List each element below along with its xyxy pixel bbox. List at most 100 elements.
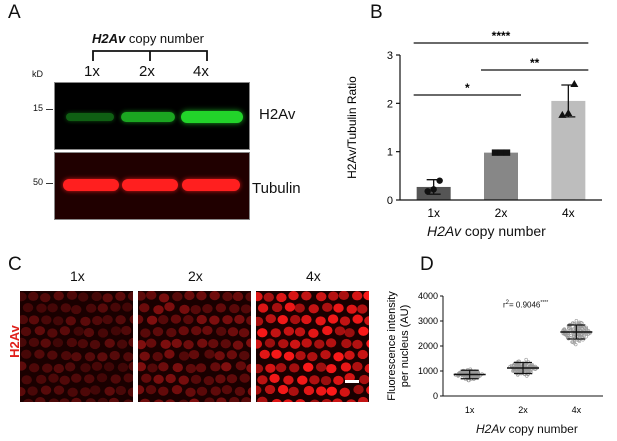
- c-tile-2x: [138, 291, 251, 402]
- nucleus: [366, 339, 369, 348]
- lane-label-2x: 2x: [139, 63, 155, 80]
- nucleus: [20, 292, 27, 302]
- nucleus: [21, 349, 32, 359]
- nucleus: [352, 339, 363, 349]
- nucleus: [147, 363, 158, 373]
- nucleus: [53, 385, 65, 395]
- nucleus: [226, 350, 238, 360]
- dot-4x: [584, 335, 588, 339]
- chart-d-ylabel-line: per nucleus (AU): [399, 305, 411, 388]
- nucleus: [172, 362, 183, 373]
- nucleus: [97, 397, 109, 402]
- ytick-label: 0: [433, 391, 438, 401]
- nucleus: [256, 292, 263, 302]
- h2av-blot: [54, 82, 250, 150]
- ytick-label: 2: [387, 98, 393, 110]
- nucleus: [359, 374, 369, 385]
- nucleus: [322, 302, 333, 312]
- nucleus: [183, 339, 194, 350]
- dot-2x: [524, 357, 528, 362]
- nucleus: [257, 303, 269, 313]
- nucleus: [229, 303, 240, 314]
- nucleus: [301, 291, 312, 301]
- nucleus: [308, 304, 319, 314]
- nucleus: [146, 315, 158, 325]
- nucleus: [240, 304, 251, 314]
- nucleus: [257, 396, 268, 402]
- nucleus: [152, 351, 163, 362]
- nucleus: [295, 350, 306, 361]
- point-1x: [436, 177, 443, 184]
- nucleus: [325, 338, 337, 348]
- nucleus: [264, 338, 276, 348]
- nucleus: [115, 385, 127, 396]
- nucleus: [339, 387, 350, 397]
- nucleus: [352, 361, 363, 372]
- nucleus: [310, 399, 320, 402]
- nucleus: [303, 385, 315, 396]
- nucleus: [185, 363, 197, 374]
- xtick-2x: 2x: [495, 206, 508, 220]
- h2av-band-2x: [121, 112, 175, 122]
- nucleus: [307, 352, 318, 362]
- nucleus: [171, 338, 182, 348]
- chart-d-xlabel-suffix: copy number: [505, 422, 578, 436]
- nucleus: [209, 291, 220, 301]
- copy-number-header: H2Av copy number: [92, 31, 204, 46]
- nucleus: [48, 373, 59, 383]
- nucleus: [108, 397, 120, 402]
- nucleus: [256, 385, 262, 395]
- nucleus: [110, 302, 121, 312]
- nucleus: [235, 361, 247, 371]
- nucleus: [214, 351, 225, 361]
- nucleus: [215, 374, 226, 384]
- nucleus: [283, 375, 294, 385]
- nucleus: [71, 304, 82, 315]
- nucleus: [139, 351, 150, 361]
- nucleus: [28, 315, 40, 325]
- nucleus: [141, 373, 152, 383]
- nucleus: [47, 350, 58, 360]
- nucleus: [84, 352, 96, 362]
- nucleus: [128, 361, 133, 371]
- nucleus: [59, 375, 70, 385]
- nucleus: [328, 291, 339, 301]
- dot-4x: [574, 318, 579, 323]
- nucleus: [47, 303, 58, 313]
- nucleus: [263, 292, 274, 302]
- nucleus: [96, 373, 108, 383]
- nucleus: [178, 375, 189, 385]
- nucleus: [85, 398, 96, 402]
- nucleus: [316, 386, 327, 396]
- nucleus: [221, 362, 232, 372]
- nucleus: [303, 362, 314, 372]
- nucleus: [165, 373, 176, 384]
- nucleus: [222, 291, 233, 302]
- nucleus: [20, 326, 32, 337]
- nucleus: [208, 338, 219, 349]
- c-tile-1x: [20, 291, 133, 402]
- nucleus: [190, 374, 202, 384]
- nucleus: [83, 327, 95, 338]
- nucleus: [290, 314, 301, 325]
- panel-c-letter: C: [8, 254, 22, 275]
- nucleus: [66, 291, 78, 300]
- xtick-2x: 2x: [518, 405, 528, 415]
- xtick-1x: 1x: [465, 405, 475, 415]
- dot-1x: [473, 369, 477, 373]
- nucleus: [40, 338, 51, 348]
- nucleus: [73, 326, 84, 336]
- nucleus: [191, 326, 202, 336]
- nucleus: [202, 325, 213, 336]
- nucleus: [178, 351, 190, 361]
- nucleus: [357, 349, 368, 360]
- nucleus: [184, 291, 195, 301]
- nucleus: [21, 375, 32, 385]
- ytick-label: 0: [387, 195, 393, 207]
- nucleus: [28, 363, 40, 373]
- nucleus: [23, 398, 34, 402]
- nucleus: [153, 374, 164, 384]
- nucleus: [315, 362, 327, 372]
- nucleus: [271, 302, 283, 313]
